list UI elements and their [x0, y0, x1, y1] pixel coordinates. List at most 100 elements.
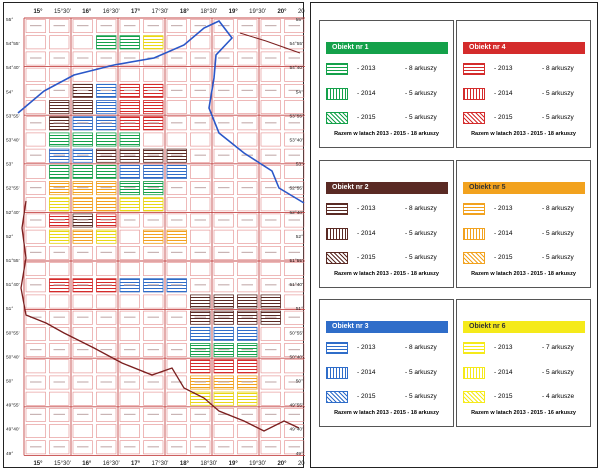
legend-box-title: Obiekt nr 3 — [326, 321, 448, 333]
map-sheet-cell — [166, 100, 187, 114]
highlighted-sheet — [96, 132, 117, 147]
legend-box-title: Obiekt nr 5 — [463, 182, 585, 194]
hatch-swatch-2014 — [326, 88, 348, 100]
map-sheet-cell — [166, 310, 187, 325]
bottom-coord-label: 16° — [82, 461, 92, 467]
map-sheet-cell — [260, 440, 281, 455]
map-sheet-cell — [25, 375, 46, 390]
sheet-id-mark — [171, 284, 183, 286]
sheet-id-mark — [30, 381, 42, 383]
sheet-id-mark — [124, 219, 136, 221]
sheet-id-mark — [77, 57, 89, 59]
sheet-id-mark — [288, 187, 300, 189]
right-coord-label: 50°55' — [289, 330, 303, 336]
left-coord-label: 53°55' — [6, 113, 20, 119]
sheet-id-mark — [171, 25, 183, 27]
sheet-id-mark — [241, 187, 253, 189]
sheet-id-mark — [100, 349, 112, 351]
highlighted-sheet — [213, 359, 234, 374]
highlighted-sheet — [72, 197, 93, 212]
right-coord-label: 55° — [296, 17, 303, 23]
legend-year: - 2013 — [357, 65, 376, 72]
highlighted-sheet — [119, 197, 140, 212]
map-sheet-cell — [96, 343, 117, 357]
sheet-id-mark — [30, 251, 42, 253]
legend-total: Razem w latach 2013 - 2015 - 18 arkuszy — [471, 271, 576, 277]
legend-year: - 2013 — [357, 205, 376, 212]
map-sheet-cell — [284, 197, 305, 212]
map-sheet-cell — [237, 84, 258, 98]
map-sheet-cell — [96, 391, 117, 406]
highlighted-sheet — [96, 197, 117, 212]
sheet-id-mark — [30, 89, 42, 91]
legend-year: - 2015 — [357, 114, 376, 121]
highlighted-sheet — [119, 100, 140, 115]
sheet-id-mark — [77, 122, 89, 124]
map-sheet-cell — [166, 359, 187, 374]
hatch-swatch-2015 — [463, 112, 485, 124]
hatch-swatch-2015 — [326, 112, 348, 124]
map-sheet-cell — [25, 19, 46, 33]
highlighted-sheet — [190, 294, 211, 309]
top-coord-label: 17°30' — [152, 9, 169, 15]
highlighted-sheet — [260, 294, 281, 309]
map-sheet-cell — [166, 19, 187, 33]
sheet-id-mark — [77, 89, 89, 91]
sheet-id-mark — [288, 219, 300, 221]
map-sheet-cell — [49, 310, 70, 325]
map-sheet-cell — [190, 19, 211, 33]
map-sheet-cell — [96, 326, 117, 341]
legend-count: - 5 arkuszy — [542, 114, 574, 121]
left-coord-label: 51°55' — [6, 258, 20, 264]
left-coord-label: 52°55' — [6, 186, 20, 192]
sheet-id-mark — [288, 413, 300, 415]
map-sheet-cell — [25, 326, 46, 341]
left-coord-label: 50°40' — [6, 354, 20, 360]
top-coord-label: 15° — [33, 9, 43, 15]
map-sheet-cell — [260, 391, 281, 406]
map-sheet-cell — [284, 116, 305, 131]
highlighted-sheet — [72, 100, 93, 115]
legend-box-obiekt-2: Obiekt nr 2 - 2013 - 8 arkuszy - 2014 - 5 … — [319, 160, 454, 288]
highlighted-sheet — [49, 197, 70, 212]
blue-boundary-line — [17, 20, 305, 204]
sheet-id-mark — [30, 413, 42, 415]
map-sheet-cell — [237, 51, 258, 66]
sheet-id-mark — [265, 122, 277, 124]
sheet-id-mark — [265, 154, 277, 156]
legend-panel: Obiekt nr 1 - 2013 - 8 arkuszy - 2014 - 5 … — [310, 2, 598, 468]
legend-year: - 2015 — [494, 393, 513, 400]
map-sheet-cell — [260, 67, 281, 82]
map-sheet-cell — [119, 359, 140, 374]
sheet-id-mark — [265, 284, 277, 286]
right-coord-label: 51°55' — [289, 258, 303, 264]
map-sheet-cell — [237, 19, 258, 33]
map-sheet-cell — [260, 35, 281, 50]
map-sheet-cell — [72, 310, 93, 325]
map-sheet-cell — [96, 359, 117, 374]
map-sheet-cell — [143, 67, 164, 82]
sheet-id-mark — [194, 57, 206, 59]
sheet-id-mark — [171, 219, 183, 221]
map-sheet-cell — [213, 213, 234, 228]
map-sheet-cell — [49, 84, 70, 98]
legend-row: - 2015 - 5 arkuszy — [463, 112, 585, 125]
sheet-id-mark — [218, 413, 230, 415]
sheet-id-mark — [194, 219, 206, 221]
map-sheet-cell — [143, 132, 164, 147]
left-coord-label: 51°40' — [6, 282, 20, 288]
highlighted-sheet — [49, 164, 70, 179]
map-sheet-cell — [166, 391, 187, 406]
right-coord-label: 51° — [296, 306, 303, 312]
map-sheet-cell — [143, 326, 164, 341]
legend-count: - 5 arkuszy — [405, 393, 437, 400]
highlighted-sheet — [237, 391, 258, 406]
map-sheet-cell — [190, 35, 211, 50]
legend-count: - 5 arkuszy — [405, 90, 437, 97]
sheet-id-mark — [265, 187, 277, 189]
map-sheet-cell — [143, 19, 164, 33]
map-sheet-cell — [96, 51, 117, 66]
map-sheet-cell — [237, 278, 258, 293]
map-sheet-cell — [25, 359, 46, 374]
highlighted-sheet — [72, 132, 93, 147]
